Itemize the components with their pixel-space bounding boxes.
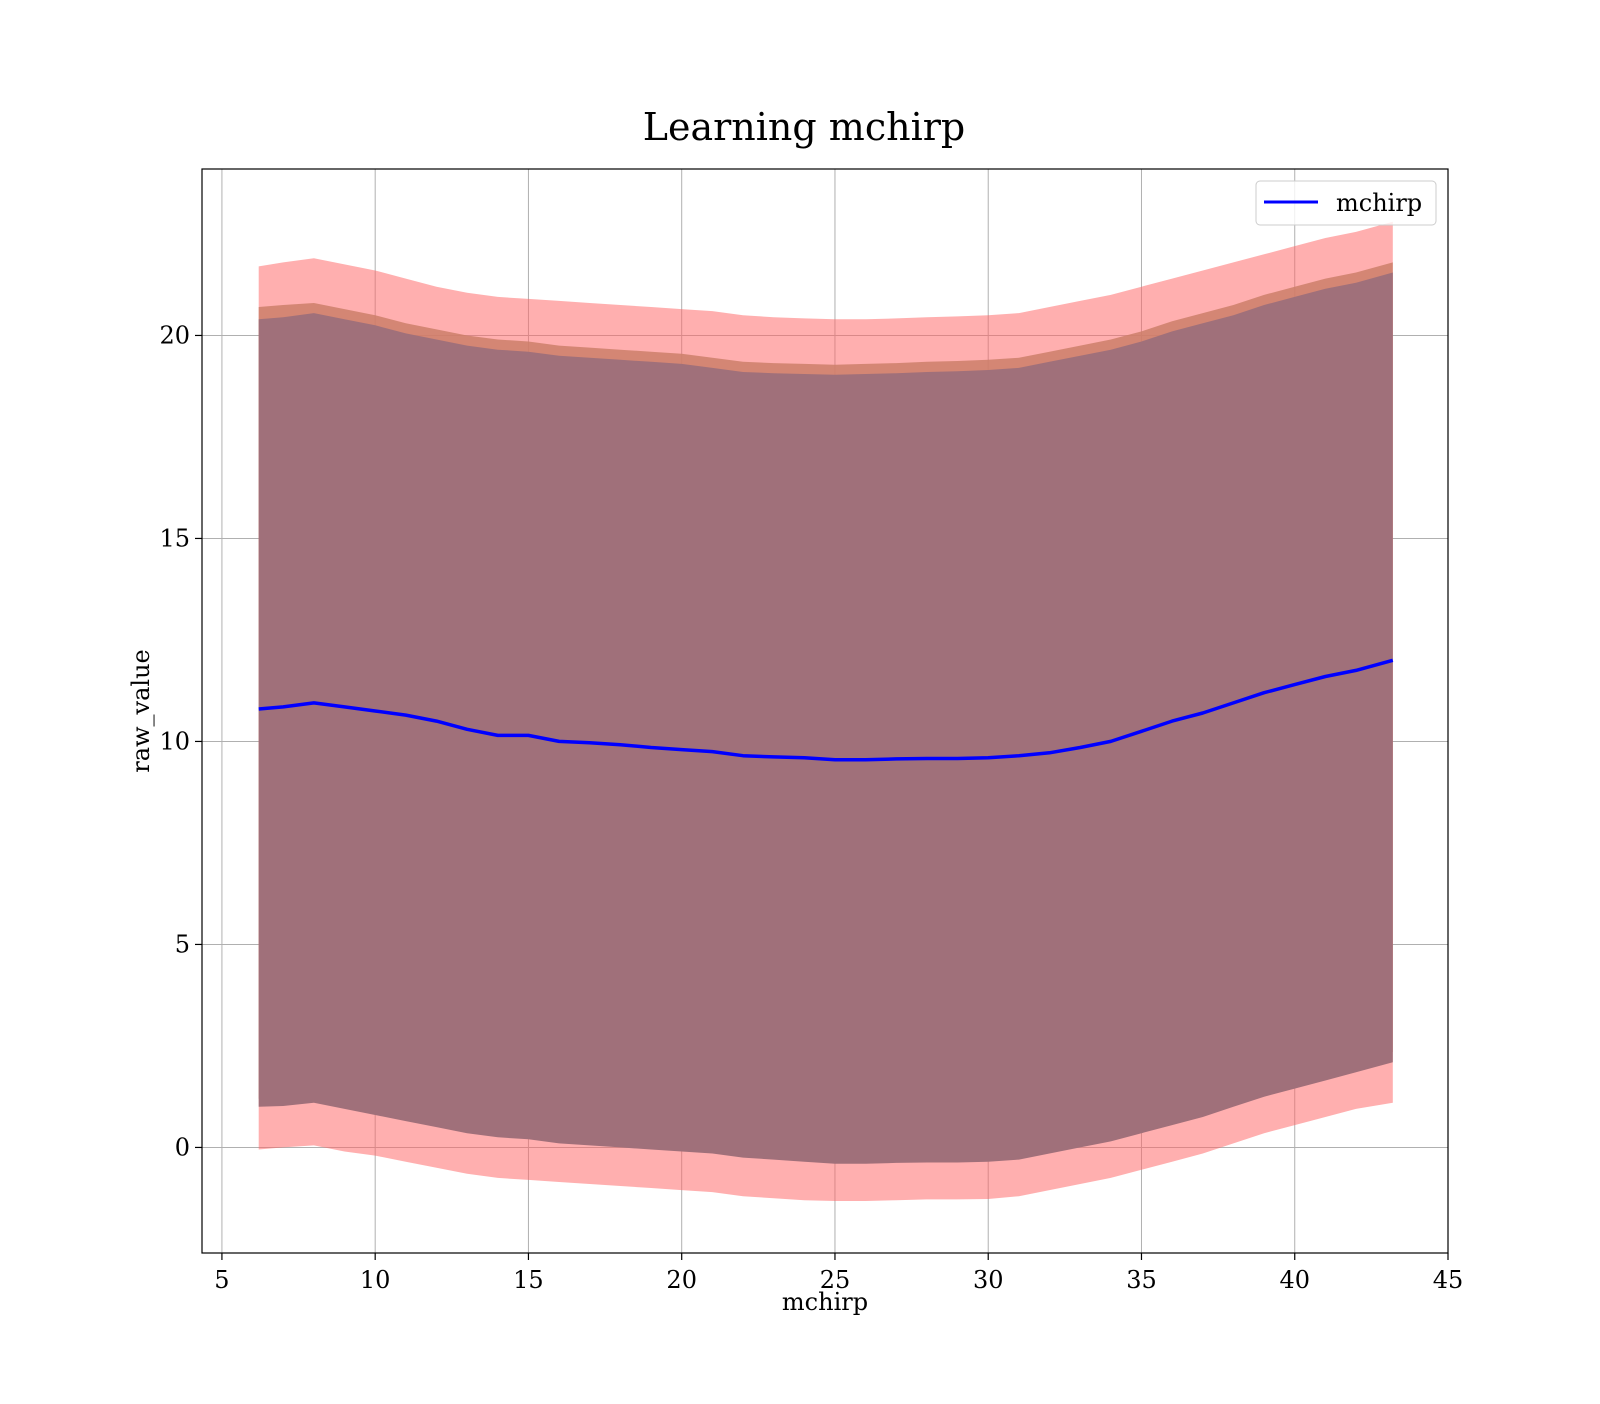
chart-title: Learning mchirp	[643, 105, 965, 149]
line-layer	[258, 658, 1394, 762]
legend: mchirp	[1255, 180, 1437, 226]
x-axis-label: mchirp	[782, 1288, 868, 1316]
legend-box	[1255, 180, 1437, 226]
plot-frame	[201, 168, 1449, 1254]
y-tick-label: 5	[175, 930, 190, 958]
x-tick-label: 40	[1279, 1266, 1310, 1294]
x-tick-label: 30	[973, 1266, 1004, 1294]
tick-layer: 5 10 15 20 25 30 35 40 45 0 5 10 15 20	[159, 321, 1463, 1294]
band-inner	[258, 272, 1393, 1164]
y-tick-label: 0	[175, 1133, 190, 1161]
x-tick-label: 35	[1126, 1266, 1157, 1294]
y-tick-label: 15	[159, 524, 190, 552]
band-layer	[258, 221, 1393, 1202]
x-tick-label: 10	[360, 1266, 391, 1294]
y-tick-label: 10	[159, 727, 190, 755]
x-tick-label: 15	[513, 1266, 544, 1294]
y-axis-label: raw_value	[127, 649, 155, 773]
legend-label-mchirp: mchirp	[1336, 189, 1422, 217]
y-tick-label: 20	[159, 321, 190, 349]
x-tick-label: 45	[1433, 1266, 1464, 1294]
x-tick-label: 5	[214, 1266, 229, 1294]
x-tick-label: 25	[820, 1266, 851, 1294]
x-tick-label: 20	[666, 1266, 697, 1294]
series-line-mchirp	[258, 658, 1394, 762]
